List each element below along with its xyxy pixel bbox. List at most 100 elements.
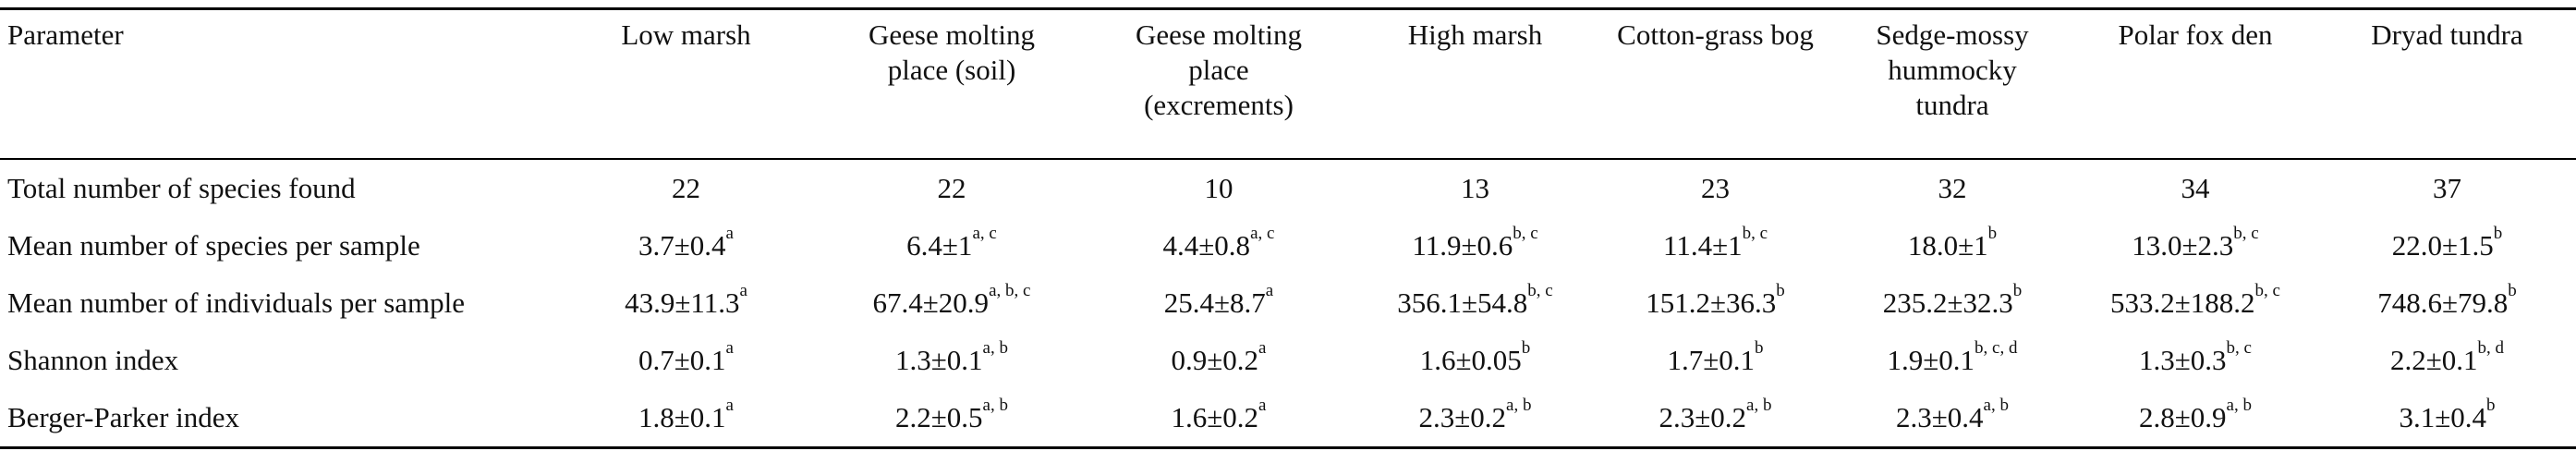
cell-value: 0.9±0.2 (1171, 344, 1259, 376)
cell-value: 10 (1204, 172, 1233, 204)
cell-value: 4.4±0.8 (1162, 229, 1251, 262)
value-cell: 1.8±0.1a (554, 389, 818, 448)
data-row: Mean number of individuals per sample 43.… (0, 274, 2576, 332)
value-cell: 67.4±20.9a, b, c (818, 274, 1086, 332)
value-cell: 23 (1598, 159, 1832, 217)
row-label: Shannon index (7, 344, 179, 376)
header-cell: Geese molting place (soil) (818, 9, 1086, 160)
value-cell: 6.4±1a, c (818, 217, 1086, 274)
header-row: Parameter Low marsh Geese molting place (s… (0, 8, 2576, 160)
value-cell: 151.2±36.3b (1598, 274, 1832, 332)
significance-letters: b, c (2226, 338, 2252, 358)
cell-value: 533.2±188.2 (2110, 286, 2255, 319)
header-cell: Polar fox den (2072, 9, 2318, 160)
row-label: Mean number of individuals per sample (7, 286, 466, 319)
data-row: Total number of species found 22 22 10 13 23 3… (0, 159, 2576, 217)
significance-letters: a, b (1746, 396, 1772, 415)
cell-value: 11.4±1 (1662, 229, 1743, 262)
cell-value: 43.9±11.3 (625, 286, 740, 319)
page: Parameter Low marsh Geese molting place (s… (0, 7, 2576, 451)
cell-value: 748.6±79.8 (2377, 286, 2509, 319)
cell-value: 22.0±1.5 (2391, 229, 2494, 262)
value-cell: 2.3±0.2a, b (1352, 389, 1598, 448)
cell-value: 32 (1938, 172, 1967, 204)
value-cell: 1.9±0.1b, c, d (1832, 332, 2072, 389)
cell-value: 151.2±36.3 (1646, 286, 1777, 319)
value-cell: 10 (1086, 159, 1352, 217)
significance-letters: a, b (982, 338, 1008, 358)
header-text: Parameter (7, 18, 124, 51)
value-cell: 11.9±0.6b, c (1352, 217, 1598, 274)
header-cell: Geese molting place (excrements) (1086, 9, 1352, 160)
value-cell: 1.7±0.1b (1598, 332, 1832, 389)
value-cell: 0.7±0.1a (554, 332, 818, 389)
data-row: Mean number of species per sample 3.7±0.4… (0, 217, 2576, 274)
value-cell: 37 (2318, 159, 2576, 217)
significance-letters: b (2486, 396, 2496, 415)
header-text: High marsh (1407, 18, 1543, 51)
significance-letters: a (1265, 281, 1274, 300)
cell-value: 22 (937, 172, 966, 204)
significance-letters: a, b, c (989, 281, 1031, 300)
header-text: Dryad tundra (2371, 18, 2523, 51)
significance-letters: a (1258, 396, 1267, 415)
cell-value: 1.9±0.1 (1887, 344, 1975, 376)
cell-value: 2.2±0.1 (2389, 344, 2478, 376)
significance-letters: a (725, 396, 734, 415)
cell-value: 34 (2181, 172, 2210, 204)
significance-letters: b (1755, 338, 1764, 358)
cell-value: 1.3±0.3 (2139, 344, 2227, 376)
cell-value: 67.4±20.9 (872, 286, 990, 319)
significance-letters: a (739, 281, 747, 300)
header-cell: Cotton-grass bog (1598, 9, 1832, 160)
significance-letters: a, b (982, 396, 1008, 415)
cell-value: 2.2±0.5 (895, 401, 983, 433)
cell-value: 1.6±0.05 (1419, 344, 1522, 376)
significance-letters: b, c (2254, 281, 2280, 300)
header-text: Cotton-grass bog (1617, 18, 1814, 51)
significance-letters: b, c, d (1975, 338, 2018, 358)
header-cell: High marsh (1352, 9, 1598, 160)
value-cell: 748.6±79.8b (2318, 274, 2576, 332)
significance-letters: a (1258, 338, 1267, 358)
value-cell: 1.3±0.1a, b (818, 332, 1086, 389)
cell-value: 18.0±1 (1907, 229, 1988, 262)
significance-letters: b, c (2233, 224, 2259, 243)
value-cell: 3.7±0.4a (554, 217, 818, 274)
value-cell: 356.1±54.8b, c (1352, 274, 1598, 332)
cell-value: 23 (1701, 172, 1730, 204)
significance-letters: b, c (1513, 224, 1538, 243)
cell-value: 1.3±0.1 (895, 344, 983, 376)
cell-value: 3.1±0.4 (2399, 401, 2486, 433)
significance-letters: b (2508, 281, 2517, 300)
value-cell: 2.2±0.1b, d (2318, 332, 2576, 389)
value-cell: 25.4±8.7a (1086, 274, 1352, 332)
cell-value: 0.7±0.1 (638, 344, 726, 376)
significance-letters: b, d (2477, 338, 2505, 358)
significance-letters: a, c (972, 224, 997, 243)
value-cell: 22 (818, 159, 1086, 217)
value-cell: 43.9±11.3a (554, 274, 818, 332)
value-cell: 533.2±188.2b, c (2072, 274, 2318, 332)
value-cell: 34 (2072, 159, 2318, 217)
significance-letters: a, b (2226, 396, 2252, 415)
header-cell: Dryad tundra (2318, 9, 2576, 160)
value-cell: 13 (1352, 159, 1598, 217)
header-text: Sedge-mossy hummocky tundra (1876, 18, 2029, 121)
data-row: Shannon index 0.7±0.1a 1.3±0.1a, b 0.9±0.2a… (0, 332, 2576, 389)
cell-value: 2.3±0.4 (1896, 401, 1984, 433)
significance-letters: b, c (1527, 281, 1553, 300)
value-cell: 1.6±0.05b (1352, 332, 1598, 389)
data-row: Berger-Parker index 1.8±0.1a 2.2±0.5a, b 1.… (0, 389, 2576, 448)
value-cell: 32 (1832, 159, 2072, 217)
row-label: Mean number of species per sample (7, 229, 420, 262)
row-label: Total number of species found (7, 172, 356, 204)
cell-value: 11.9±0.6 (1412, 229, 1513, 262)
header-cell: Sedge-mossy hummocky tundra (1832, 9, 2072, 160)
cell-value: 37 (2433, 172, 2461, 204)
cell-value: 6.4±1 (906, 229, 973, 262)
value-cell: 2.3±0.2a, b (1598, 389, 1832, 448)
header-cell: Low marsh (554, 9, 818, 160)
header-text: Low marsh (621, 18, 751, 51)
table-body: Total number of species found 22 22 10 13 23 3… (0, 159, 2576, 448)
